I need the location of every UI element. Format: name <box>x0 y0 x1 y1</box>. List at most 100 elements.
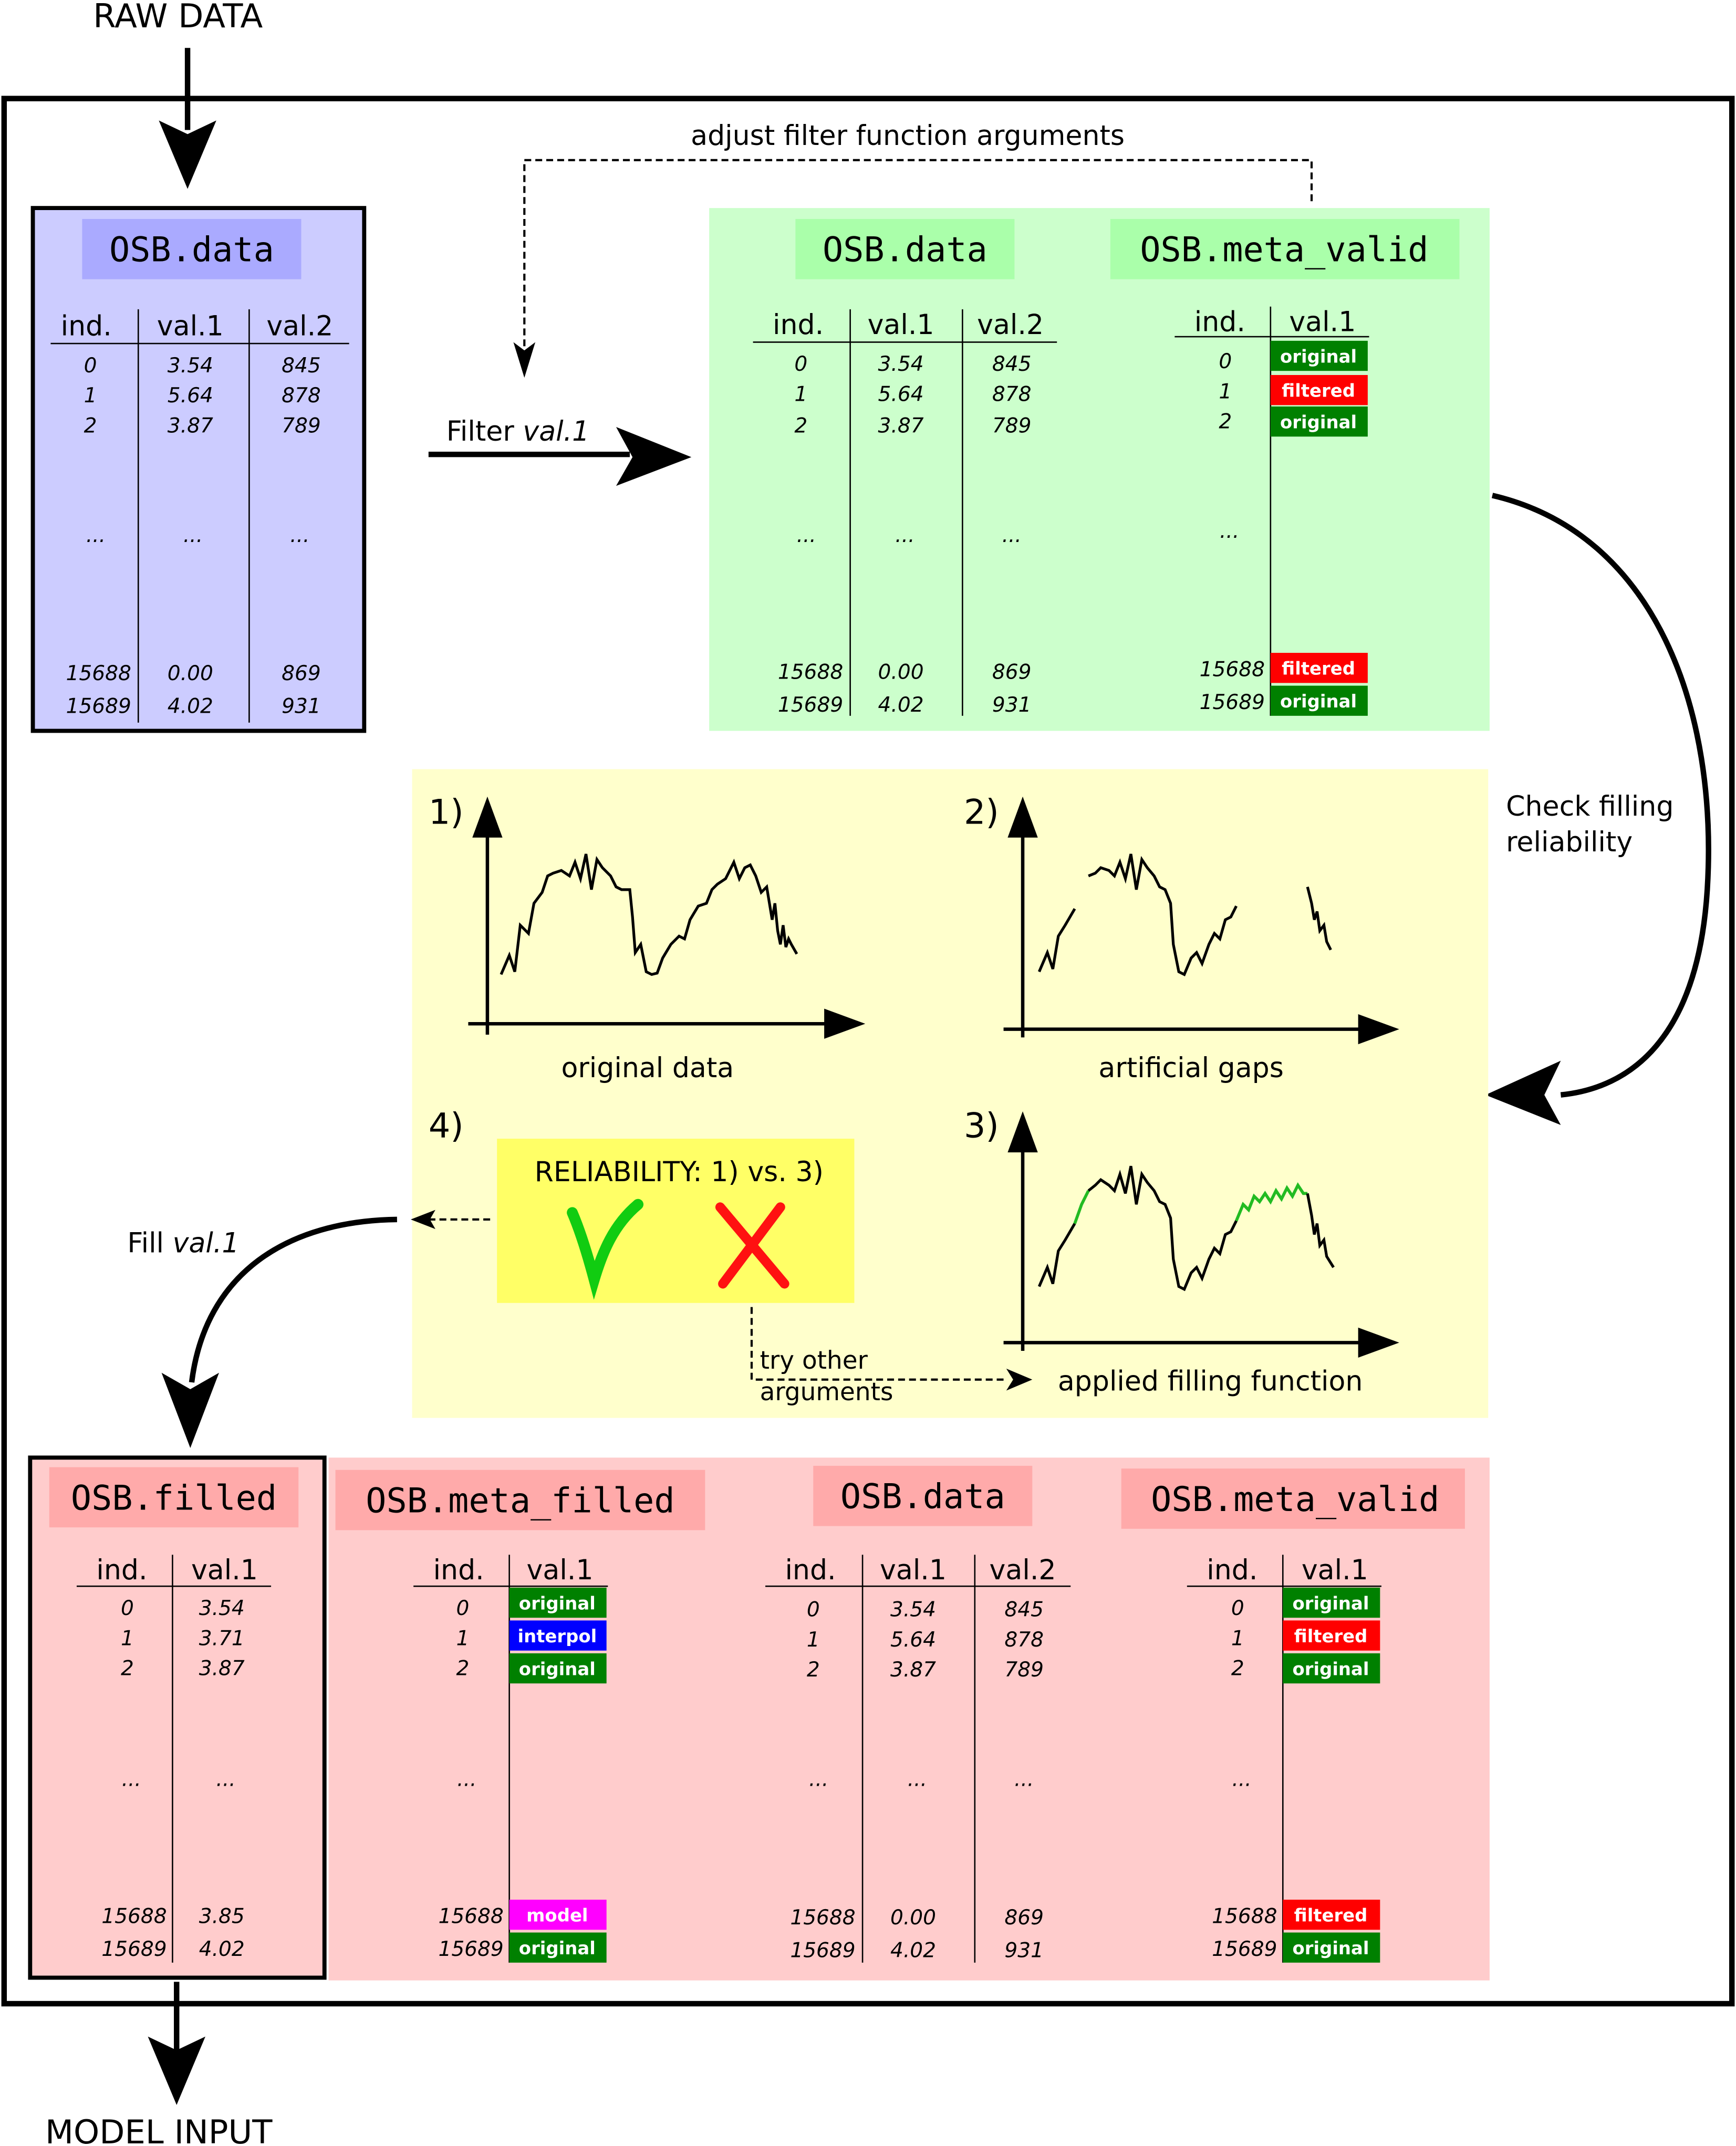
svg-text:15689: 15689 <box>66 695 131 718</box>
raw-data-arrowhead <box>159 120 216 189</box>
svg-text:4.02: 4.02 <box>878 693 924 717</box>
filled-gap-1 <box>1073 1190 1090 1224</box>
panel-reliability: 4) RELIABILITY: 1) vs. 3) <box>429 1107 855 1303</box>
svg-text:0: 0 <box>121 1597 134 1620</box>
svg-text:...: ... <box>797 524 816 547</box>
red-osb-data-title: OSB.data <box>840 1477 1005 1517</box>
fill-arrowhead <box>161 1372 220 1449</box>
svg-text:15688: 15688 <box>1212 1904 1277 1928</box>
fill-arrow <box>189 1216 397 1383</box>
svg-text:...: ... <box>1232 1768 1251 1791</box>
svg-text:0.00: 0.00 <box>890 1906 936 1930</box>
svg-text:model: model <box>526 1905 588 1926</box>
svg-text:...: ... <box>122 1768 141 1791</box>
svg-text:3.71: 3.71 <box>199 1627 245 1650</box>
svg-text:4.02: 4.02 <box>890 1939 936 1962</box>
outer-frame <box>1 96 1735 2007</box>
try-dashed-arrow <box>750 1307 1006 1381</box>
reliability-box <box>412 769 1489 1418</box>
svg-text:15689: 15689 <box>778 693 843 717</box>
svg-text:val.2: val.2 <box>990 1555 1056 1586</box>
svg-text:filtered: filtered <box>1294 1626 1368 1647</box>
svg-text:789: 789 <box>1004 1658 1044 1682</box>
svg-text:applied filling function: applied filling function <box>1058 1366 1363 1398</box>
svg-text:...: ... <box>809 1768 828 1791</box>
svg-text:15688: 15688 <box>66 662 131 685</box>
fill-label: Fill val.1 <box>127 1227 239 1259</box>
svg-text:3.87: 3.87 <box>890 1658 936 1682</box>
svg-text:931: 931 <box>992 693 1032 717</box>
osb-meta-filled-table: ind. val.1 0 1 2 ... 15688 15689 origina… <box>413 1555 608 1963</box>
status-badge <box>1270 685 1368 716</box>
svg-text:...: ... <box>216 1768 235 1791</box>
svg-text:interpol: interpol <box>517 1626 597 1647</box>
status-badge <box>1283 1899 1380 1930</box>
reliability-inner-box <box>497 1139 855 1303</box>
status-badge <box>1270 375 1368 405</box>
svg-text:val.1: val.1 <box>1302 1555 1368 1586</box>
svg-text:...: ... <box>908 1768 927 1791</box>
svg-text:filtered: filtered <box>1282 659 1355 679</box>
adjust-label: adjust filter function arguments <box>691 120 1125 152</box>
status-badge <box>1283 1620 1380 1651</box>
svg-text:0: 0 <box>794 352 807 376</box>
svg-text:15688: 15688 <box>778 661 843 684</box>
svg-text:2: 2 <box>794 414 807 437</box>
header-val2: val.2 <box>266 310 333 342</box>
svg-text:val.1: val.1 <box>880 1555 947 1586</box>
svg-text:2: 2 <box>121 1657 134 1681</box>
filter-label: Filter val.1 <box>446 416 590 447</box>
svg-text:15688: 15688 <box>438 1904 503 1928</box>
svg-text:artificial gaps: artificial gaps <box>1098 1053 1283 1084</box>
panel-applied-filling: 3) applied filling function <box>964 1107 1399 1398</box>
svg-text:...: ... <box>183 524 203 547</box>
original-series-line <box>500 853 798 976</box>
model-input-label: MODEL INPUT <box>45 2113 273 2146</box>
svg-text:2: 2 <box>807 1658 820 1682</box>
svg-text:...: ... <box>895 524 914 547</box>
svg-text:1: 1 <box>1219 380 1232 403</box>
svg-text:4.02: 4.02 <box>199 1937 245 1961</box>
svg-text:...: ... <box>457 1768 476 1791</box>
reliability-label: RELIABILITY: 1) vs. 3) <box>535 1157 824 1188</box>
svg-text:val.2: val.2 <box>977 309 1044 341</box>
svg-text:ind.: ind. <box>433 1555 484 1586</box>
svg-text:ind.: ind. <box>773 309 824 341</box>
green-meta-valid-table: ind. val.1 0 1 2 ... 15688 15689 origina… <box>1174 307 1369 716</box>
filled-gap-2 <box>1235 1182 1308 1222</box>
red-osb-data-table: ind. val.1 val.2 0 1 2 ... 15688 15689 3… <box>765 1555 1071 1963</box>
svg-text:3.54: 3.54 <box>878 352 924 376</box>
svg-text:original: original <box>1280 347 1357 367</box>
svg-text:0: 0 <box>1219 350 1232 373</box>
svg-text:4): 4) <box>429 1107 464 1146</box>
svg-text:931: 931 <box>282 695 321 718</box>
svg-text:15689: 15689 <box>790 1939 855 1962</box>
svg-text:3.54: 3.54 <box>890 1598 936 1622</box>
svg-text:ind.: ind. <box>96 1555 147 1586</box>
svg-text:original: original <box>519 1659 596 1680</box>
raw-osb-data-title: OSB.data <box>109 231 274 270</box>
model-input-arrowhead <box>148 2036 205 2105</box>
svg-text:2: 2 <box>1219 410 1232 434</box>
adjust-arrowhead <box>513 342 536 378</box>
svg-text:878: 878 <box>1004 1628 1044 1652</box>
panel-artificial-gaps: 2) artificial gaps <box>964 793 1399 1084</box>
filled-results-box <box>328 1457 1490 1981</box>
green-meta-valid-title: OSB.meta_valid <box>1140 231 1428 270</box>
svg-text:878: 878 <box>282 384 321 408</box>
meta-valid-badges: original filtered original filtered orig… <box>1270 340 1368 716</box>
svg-text:ind.: ind. <box>1207 1555 1257 1586</box>
svg-text:...: ... <box>290 524 309 547</box>
check-label-1: Check filling <box>1506 791 1673 822</box>
svg-text:789: 789 <box>992 414 1032 437</box>
raw-osb-data-title-bg <box>82 218 302 279</box>
svg-text:2: 2 <box>1231 1657 1244 1681</box>
svg-text:val.1: val.1 <box>1289 307 1356 338</box>
osb-filled-table: ind. val.1 0 1 2 ... 15688 15689 3.54 3.… <box>76 1555 272 1963</box>
svg-text:filtered: filtered <box>1294 1905 1368 1926</box>
status-badge <box>1270 653 1368 683</box>
svg-text:3.54: 3.54 <box>199 1597 245 1620</box>
raw-osb-data-box <box>30 206 367 733</box>
svg-text:original: original <box>519 1938 596 1959</box>
svg-text:5.64: 5.64 <box>168 384 213 408</box>
